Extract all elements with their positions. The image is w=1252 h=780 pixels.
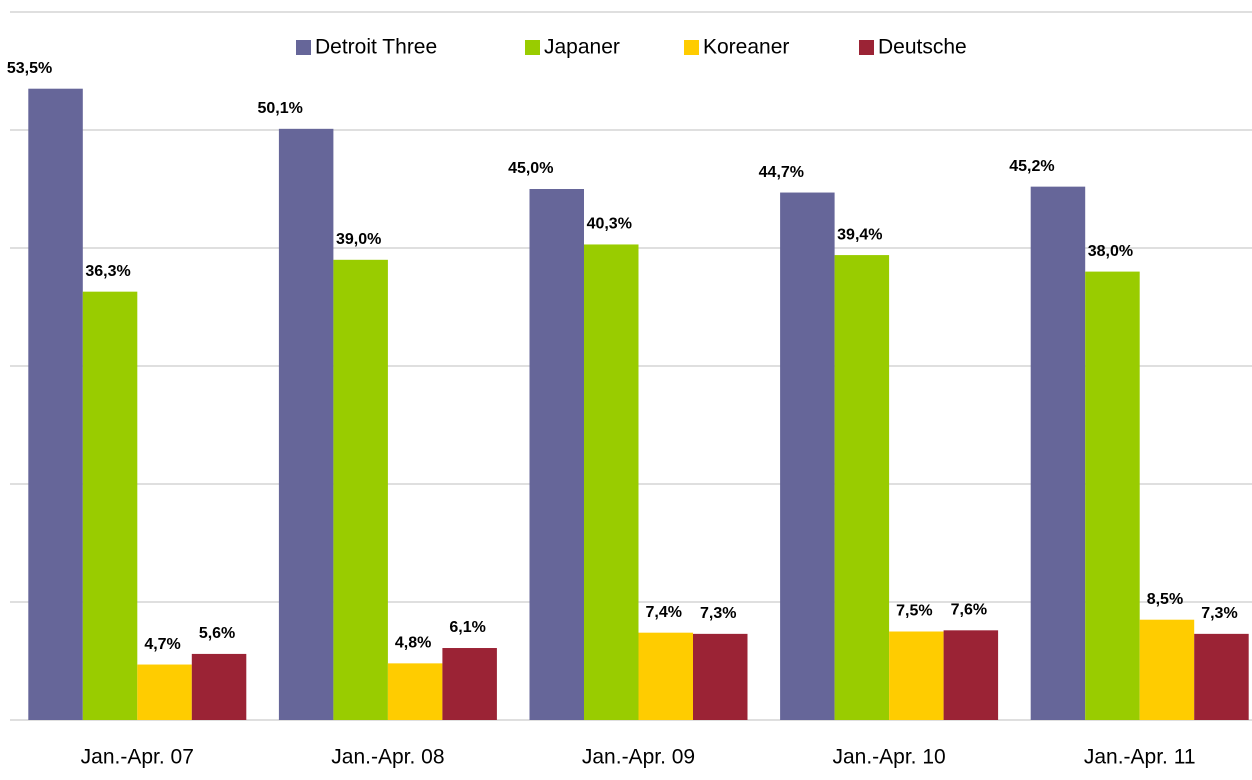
x-tick-label: Jan.-Apr. 09 [582,746,695,769]
data-label: 7,3% [1201,605,1237,622]
bar [278,128,334,720]
legend-label: Deutsche [878,36,967,59]
x-tick-label: Jan.-Apr. 11 [1084,746,1196,769]
data-label: 4,7% [144,636,180,653]
legend-swatch [525,40,540,55]
x-tick-label: Jan.-Apr. 10 [832,746,945,769]
data-label: 7,5% [896,603,932,620]
bar [442,648,497,720]
data-label: 7,6% [951,602,987,619]
bar [1085,271,1140,720]
bar [1194,633,1249,720]
data-label: 7,4% [646,604,682,621]
bar [943,630,999,720]
x-tick-label: Jan.-Apr. 08 [331,746,444,769]
bar [889,631,944,720]
bar [1139,619,1195,720]
bar [387,663,443,720]
data-label: 5,6% [199,625,235,642]
legend-label: Koreaner [703,36,789,59]
bar [529,189,584,720]
legend-swatch [684,40,699,55]
bar [137,664,192,720]
data-label: 39,4% [837,226,882,243]
legend-label: Detroit Three [315,36,437,59]
bar [1030,186,1086,720]
data-label: 40,3% [587,216,632,233]
data-label: 50,1% [257,100,302,117]
data-label: 7,3% [700,605,736,622]
bar [584,244,639,720]
data-label: 8,5% [1147,591,1183,608]
legend-swatch [296,40,311,55]
data-label: 4,8% [395,635,431,652]
data-label: 36,3% [85,263,130,280]
data-label: 45,2% [1009,158,1054,175]
data-label: 38,0% [1088,243,1133,260]
bar [28,88,83,720]
bar [638,632,693,720]
bar [780,192,835,721]
x-tick-label: Jan.-Apr. 07 [81,746,194,769]
data-label: 45,0% [508,160,553,177]
data-label: 44,7% [759,164,804,181]
data-label: 53,5% [7,60,52,77]
bar [82,291,138,720]
data-label: 39,0% [336,231,381,248]
legend-label: Japaner [544,36,620,59]
bar [693,633,748,720]
bar [834,255,890,720]
bar [333,259,388,720]
legend-swatch [859,40,874,55]
bar [191,653,247,720]
data-label: 6,1% [449,619,485,636]
